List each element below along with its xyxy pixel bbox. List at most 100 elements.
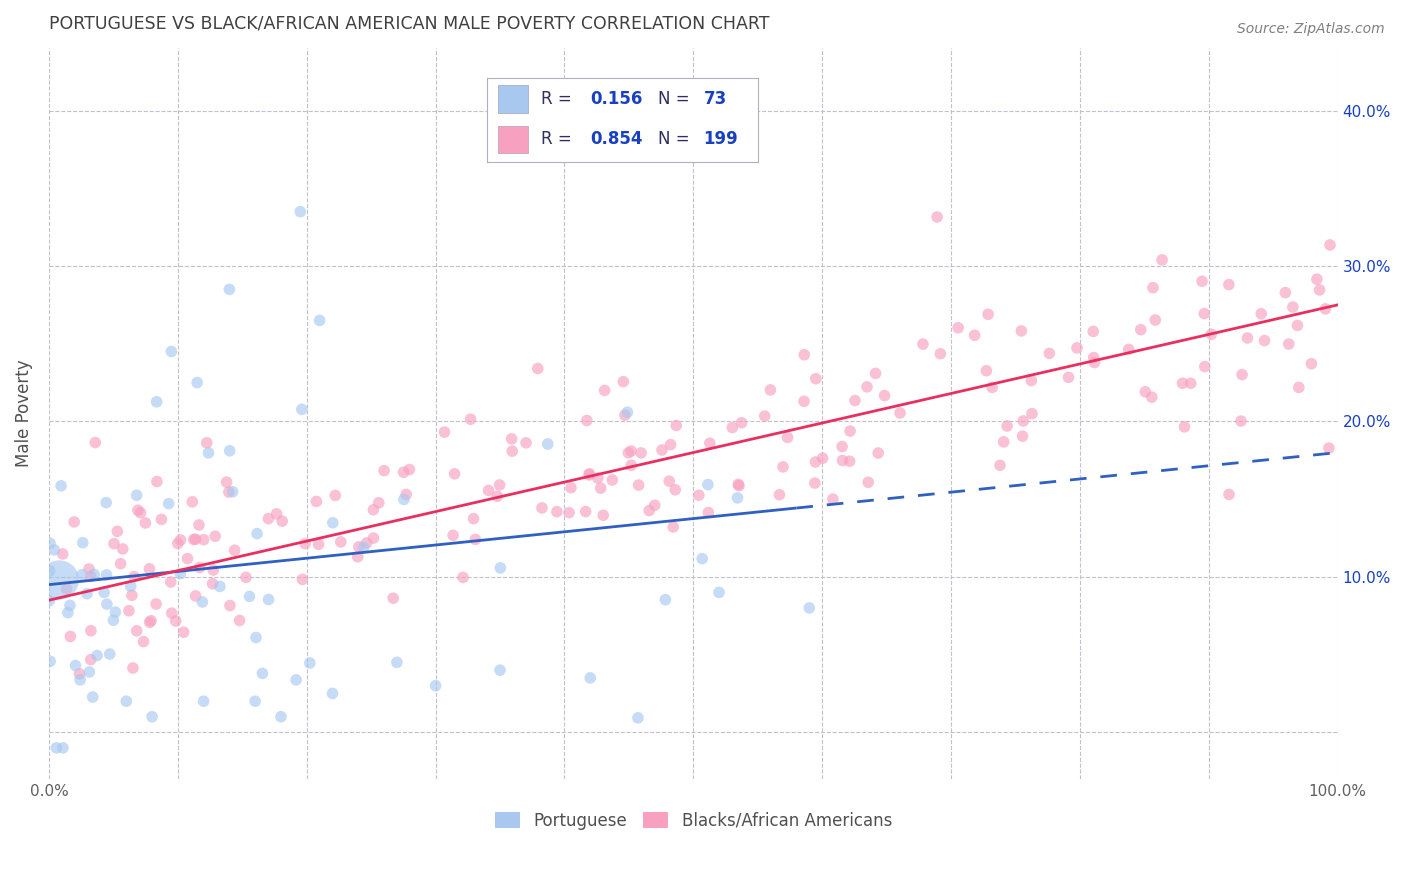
Point [323,488,346,502]
Point [627,478,650,492]
Point [593,384,616,398]
Point [252,666,274,681]
Point [138,562,160,576]
Point [145,597,167,611]
Point [1083,355,1105,369]
Point [489,663,512,677]
Point [821,492,844,507]
Point [489,561,512,575]
Point [246,526,269,541]
Point [321,686,343,700]
Point [305,494,328,508]
Point [707,585,730,599]
Point [235,570,257,584]
Point [697,506,720,520]
Point [477,483,499,498]
Point [176,551,198,566]
Point [221,484,243,499]
Point [118,604,141,618]
Point [831,453,853,467]
Point [501,444,523,458]
Point [82,690,104,704]
Point [238,590,260,604]
Point [38,593,60,607]
Point [127,503,149,517]
Point [690,551,713,566]
Point [651,442,673,457]
Point [654,592,676,607]
Point [602,473,624,487]
Point [52,547,75,561]
Point [204,529,226,543]
Point [96,568,118,582]
Point [1142,281,1164,295]
Point [69,673,91,687]
Point [1230,368,1253,382]
Point [103,613,125,627]
Point [441,528,464,542]
Point [1286,318,1309,333]
Point [125,624,148,638]
Point [122,661,145,675]
Point [218,282,240,296]
Point [44,543,66,558]
Point [228,614,250,628]
Point [392,492,415,507]
Point [1180,376,1202,391]
Point [620,458,643,473]
Point [245,631,267,645]
Point [98,647,121,661]
Point [1319,238,1341,252]
Point [157,497,180,511]
Point [111,541,134,556]
Point [1152,252,1174,267]
Point [995,419,1018,434]
Point [865,367,887,381]
Point [1194,307,1216,321]
Point [121,588,143,602]
Point [630,446,652,460]
Point [537,437,560,451]
Point [1218,487,1240,501]
Point [530,500,553,515]
Point [104,605,127,619]
Point [188,560,211,574]
Point [976,364,998,378]
Point [1236,331,1258,345]
Point [592,508,614,523]
Point [77,562,100,576]
Point [353,541,375,555]
Point [1011,429,1033,443]
Point [856,380,879,394]
Point [243,694,266,708]
Point [662,520,685,534]
Point [988,458,1011,473]
Point [658,474,681,488]
Point [120,579,142,593]
Point [768,488,790,502]
Point [1144,313,1167,327]
Point [759,383,782,397]
Point [347,540,370,554]
Point [1253,334,1275,348]
Point [927,210,949,224]
Point [616,405,638,419]
Point [80,653,103,667]
Point [195,435,218,450]
Point [659,438,682,452]
Point [86,648,108,663]
Legend: Portuguese, Blacks/African Americans: Portuguese, Blacks/African Americans [488,805,898,837]
Point [728,478,751,492]
Point [218,443,240,458]
Point [699,436,721,450]
Point [115,694,138,708]
Point [526,361,548,376]
Point [308,313,330,327]
Point [1021,407,1043,421]
Point [93,585,115,599]
Point [138,615,160,630]
Point [730,416,752,430]
Point [39,536,62,550]
Point [839,424,862,438]
Point [1278,337,1301,351]
